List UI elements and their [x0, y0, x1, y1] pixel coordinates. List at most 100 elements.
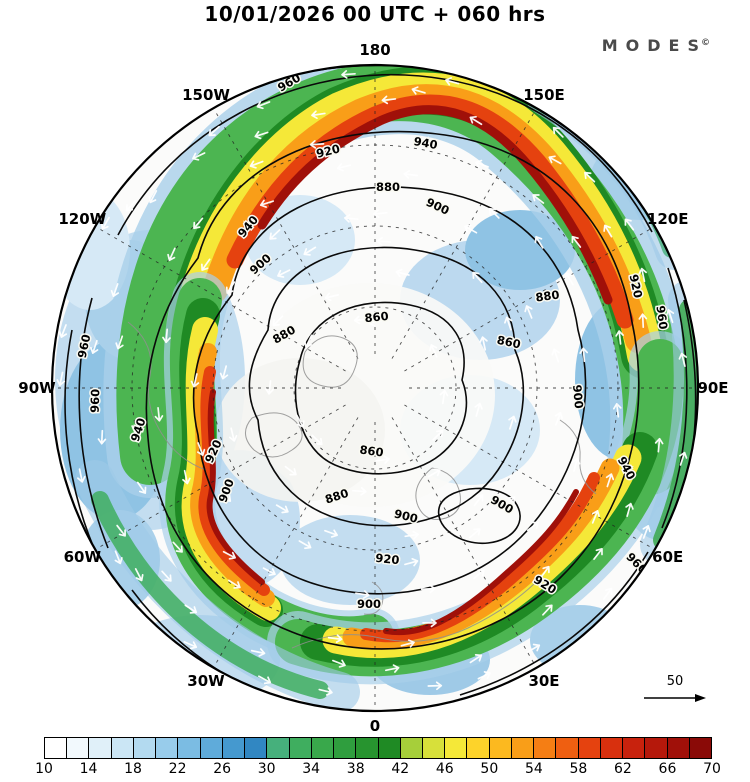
colorbar-cell	[623, 738, 646, 758]
wind-arrow	[77, 468, 86, 483]
wind-arrow	[190, 373, 200, 388]
contour-label: 920	[627, 273, 646, 299]
wind-arrow	[193, 217, 204, 230]
wind-arrow	[584, 171, 596, 183]
wind-arrow	[400, 639, 415, 648]
colorbar-tick: 42	[391, 761, 410, 777]
longitude-label-60E: 60E	[652, 548, 684, 566]
colorbar-tick-labels: 10 14 18 22 26 30 34 38 42 46 50 54 58 62 66 70	[35, 761, 721, 781]
wind-arrow	[375, 455, 390, 464]
wind-arrow	[552, 126, 564, 138]
wind-arrow	[275, 504, 289, 514]
colorbar-cell	[289, 738, 312, 758]
contour-label: 900	[570, 384, 586, 409]
colorbar-tick: 58	[569, 761, 588, 777]
contour-label: 860	[496, 333, 522, 352]
wind-arrow	[352, 486, 367, 496]
wind-arrow	[332, 659, 346, 668]
colorbar-cell	[445, 738, 468, 758]
colorbar-tick: 46	[435, 761, 454, 777]
wind-arrow	[295, 414, 305, 428]
wind-arrow	[303, 334, 313, 348]
wind-arrow	[256, 100, 271, 110]
colorbar-tick: 70	[703, 761, 721, 777]
contour-label: 860	[364, 309, 389, 325]
wind-arrow	[603, 224, 613, 238]
wind-arrow	[534, 235, 544, 249]
longitude-label-150W: 150W	[182, 86, 230, 105]
colorbar-tick: 26	[213, 761, 232, 777]
wind-arrow	[376, 236, 392, 246]
wind-arrow	[642, 525, 651, 539]
map-rim	[50, 63, 700, 713]
wind-arrow	[228, 427, 238, 442]
colorbar-cell	[156, 738, 179, 758]
colorbar-cell	[400, 738, 423, 758]
contour-label: 900	[357, 597, 381, 611]
wind-arrow	[477, 671, 491, 680]
wind-arrow	[469, 115, 483, 126]
wind-arrow	[540, 565, 550, 579]
wind-arrow	[624, 218, 635, 231]
wind-arrow	[472, 271, 483, 284]
wind-arrow	[182, 469, 191, 485]
colorbar-tick: 34	[302, 761, 321, 777]
modes-logo-text: MODES	[601, 36, 707, 55]
wind-arrow	[464, 224, 478, 234]
colorbar-cell	[311, 738, 335, 758]
wind-arrow	[404, 530, 419, 540]
wind-arrow	[336, 163, 352, 172]
wind-arrow	[548, 155, 562, 165]
longitude-label-120W: 120W	[58, 210, 107, 228]
colorbar-cell	[489, 738, 512, 758]
wind-arrow	[254, 130, 269, 140]
wind-arrow	[638, 313, 648, 329]
wind-arrow	[100, 216, 110, 230]
wind-arrow	[136, 481, 147, 494]
wind-arrow	[262, 567, 276, 577]
wind-arrow	[524, 305, 533, 319]
contour-label: 960	[88, 389, 103, 413]
colorbar-tick: 66	[658, 761, 677, 777]
wind-arrow	[269, 229, 281, 240]
colorbar-cell	[334, 738, 357, 758]
wind-arrow	[527, 643, 541, 653]
wind-arrow	[571, 457, 581, 472]
wind-arrow	[612, 402, 622, 418]
wind-arrow	[327, 634, 343, 644]
colorbar-cell	[556, 738, 579, 758]
colorbar-tick: 30	[257, 761, 276, 777]
wind-arrow	[526, 521, 539, 532]
wind-arrow	[504, 316, 513, 331]
wind-arrow	[154, 406, 164, 422]
colorbar-cell	[534, 738, 557, 758]
reference-arrow-icon	[644, 694, 706, 702]
colorbar-cell	[578, 738, 601, 758]
wind-arrow	[429, 344, 438, 358]
wind-arrow	[97, 429, 107, 445]
wind-arrow	[605, 473, 615, 488]
wind-arrow	[353, 315, 369, 325]
wind-arrow	[343, 214, 359, 223]
wind-arrow	[571, 235, 582, 248]
wind-arrow	[654, 437, 664, 453]
colorbar-cell	[178, 738, 201, 758]
wind-arrow	[473, 569, 485, 580]
wind-arrow	[678, 352, 688, 368]
wind-arrow	[432, 429, 444, 441]
longitude-label-0: 0	[369, 717, 381, 735]
colorbar-cell	[89, 738, 112, 758]
longitude-label-180: 180	[359, 41, 391, 59]
wind-arrow	[134, 568, 144, 582]
wind-arrow	[504, 496, 516, 508]
wind-arrow	[508, 415, 517, 430]
wind-arrow	[284, 465, 297, 476]
colorbar-tick: 54	[524, 761, 543, 777]
contour-label: 880	[535, 287, 561, 304]
modes-logo: MODES©	[602, 36, 710, 55]
wind-arrow	[341, 70, 356, 79]
wind-arrow	[184, 604, 198, 614]
colorbar-cell	[422, 738, 446, 758]
wind-arrow	[427, 681, 443, 691]
